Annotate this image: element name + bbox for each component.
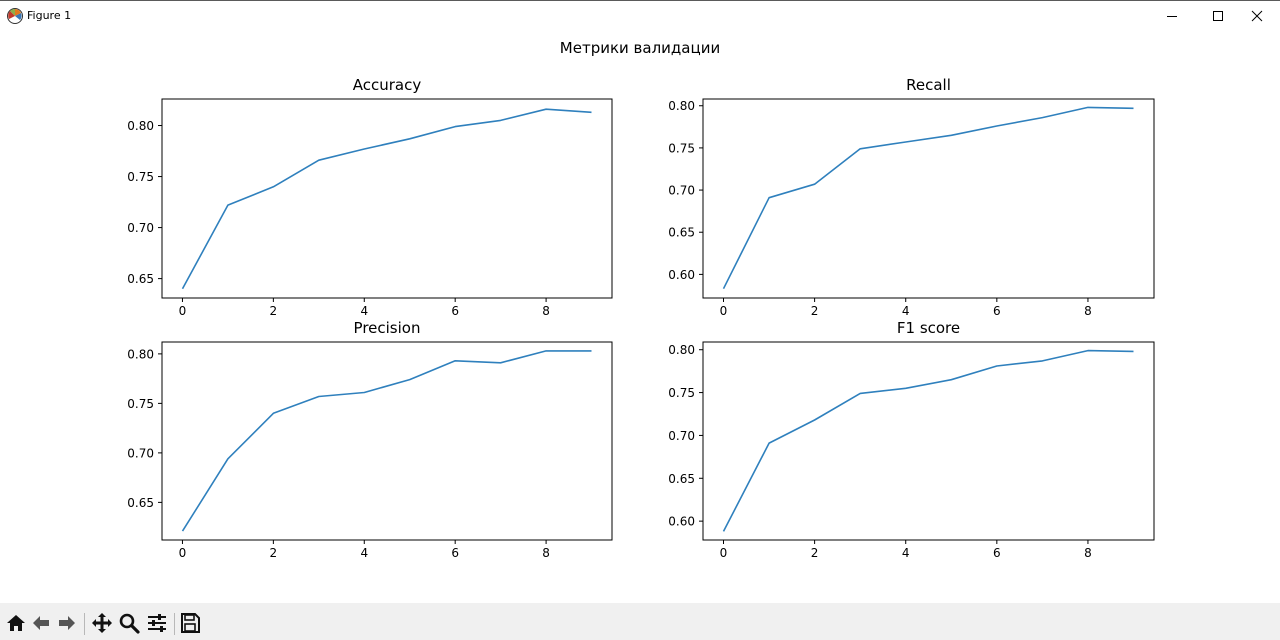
y-tick-label: 0.75 <box>668 386 695 400</box>
zoom-button[interactable] <box>117 611 141 635</box>
subplot: Accuracy 0 2 4 6 8 0.65 0.70 0.75 0.80 <box>127 76 613 318</box>
configure-subplots-icon <box>148 614 166 632</box>
toolbar-separator <box>84 613 85 635</box>
close-button[interactable] <box>1234 0 1280 32</box>
maximize-button[interactable] <box>1195 0 1241 32</box>
axes-frame <box>702 98 1155 299</box>
forward-button[interactable] <box>55 611 79 635</box>
back-button[interactable] <box>29 611 53 635</box>
x-tick-label: 2 <box>811 546 819 560</box>
x-tick-label: 0 <box>179 546 187 560</box>
window-border <box>0 0 1280 1</box>
y-tick-label: 0.60 <box>668 268 695 282</box>
maximize-icon <box>1213 11 1223 21</box>
y-tick-label: 0.80 <box>127 119 154 133</box>
x-tick-label: 0 <box>720 546 728 560</box>
y-tick-label: 0.80 <box>668 343 695 357</box>
y-tick-label: 0.65 <box>668 226 695 240</box>
figure-canvas: Метрики валидации Accuracy 0 2 4 6 8 0.65 0.70 0… <box>127 39 1155 560</box>
y-tick-label: 0.70 <box>668 429 695 443</box>
series-line <box>181 108 592 290</box>
x-tick-label: 6 <box>451 304 459 318</box>
x-tick-label: 2 <box>270 304 278 318</box>
x-tick-label: 4 <box>902 304 910 318</box>
minimize-button[interactable] <box>1149 0 1195 32</box>
window-titlebar: Figure 1 <box>0 0 1280 32</box>
subplot: F1 score 0 2 4 6 8 0.60 0.65 0.70 0.75 0.80 <box>668 319 1155 560</box>
x-tick-label: 0 <box>179 304 187 318</box>
subplot: Precision 0 2 4 6 8 0.65 0.70 0.75 0.80 <box>127 319 613 560</box>
zoom-magnifier-icon <box>119 613 140 634</box>
y-tick-label: 0.80 <box>127 347 154 361</box>
configure-subplots-button[interactable] <box>145 611 169 635</box>
x-tick-label: 6 <box>993 546 1001 560</box>
series-line <box>722 349 1134 532</box>
pan-button[interactable] <box>90 611 114 635</box>
x-tick-label: 6 <box>993 304 1001 318</box>
x-tick-label: 0 <box>720 304 728 318</box>
axes-frame <box>161 341 613 541</box>
x-tick-label: 8 <box>542 546 550 560</box>
x-tick-label: 2 <box>270 546 278 560</box>
home-button[interactable] <box>4 611 28 635</box>
y-tick-label: 0.80 <box>668 99 695 113</box>
subplot: Recall 0 2 4 6 8 0.60 0.65 0.70 0.75 0.80 <box>668 76 1155 318</box>
y-tick-label: 0.70 <box>668 184 695 198</box>
home-icon <box>7 615 25 631</box>
navigation-toolbar <box>0 603 1280 640</box>
subplot-title: F1 score <box>897 319 960 337</box>
x-tick-label: 4 <box>360 546 368 560</box>
y-tick-label: 0.65 <box>127 496 154 510</box>
toolbar-separator <box>174 613 175 635</box>
pan-move-icon <box>92 613 112 633</box>
y-tick-label: 0.75 <box>668 141 695 155</box>
y-tick-label: 0.65 <box>127 272 154 286</box>
axes-frame <box>702 341 1155 541</box>
save-floppy-icon <box>181 613 200 633</box>
x-tick-label: 8 <box>1084 546 1092 560</box>
subplot-title: Accuracy <box>353 76 422 94</box>
series-line <box>722 106 1134 290</box>
y-tick-label: 0.65 <box>668 472 695 486</box>
forward-arrow-icon <box>59 616 75 630</box>
y-tick-label: 0.75 <box>127 170 154 184</box>
window-title: Figure 1 <box>27 9 72 22</box>
figure-suptitle: Метрики валидации <box>560 39 720 57</box>
axes-frame <box>161 98 613 299</box>
y-tick-label: 0.70 <box>127 446 154 460</box>
subplot-title: Precision <box>354 319 421 337</box>
close-icon <box>1251 10 1263 22</box>
y-tick-label: 0.70 <box>127 221 154 235</box>
x-tick-label: 8 <box>542 304 550 318</box>
x-tick-label: 4 <box>360 304 368 318</box>
subplots: Accuracy 0 2 4 6 8 0.65 0.70 0.75 0.80 Recall 0 2 4 6 8… <box>127 76 1155 560</box>
x-tick-label: 8 <box>1084 304 1092 318</box>
y-tick-label: 0.75 <box>127 397 154 411</box>
x-tick-label: 2 <box>811 304 819 318</box>
x-tick-label: 6 <box>451 546 459 560</box>
minimize-icon <box>1167 16 1177 17</box>
back-arrow-icon <box>33 616 49 630</box>
series-line <box>181 350 592 532</box>
y-tick-label: 0.60 <box>668 515 695 529</box>
matplotlib-logo-icon <box>7 8 23 24</box>
x-tick-label: 4 <box>902 546 910 560</box>
subplot-title: Recall <box>906 76 951 94</box>
save-button[interactable] <box>178 611 202 635</box>
